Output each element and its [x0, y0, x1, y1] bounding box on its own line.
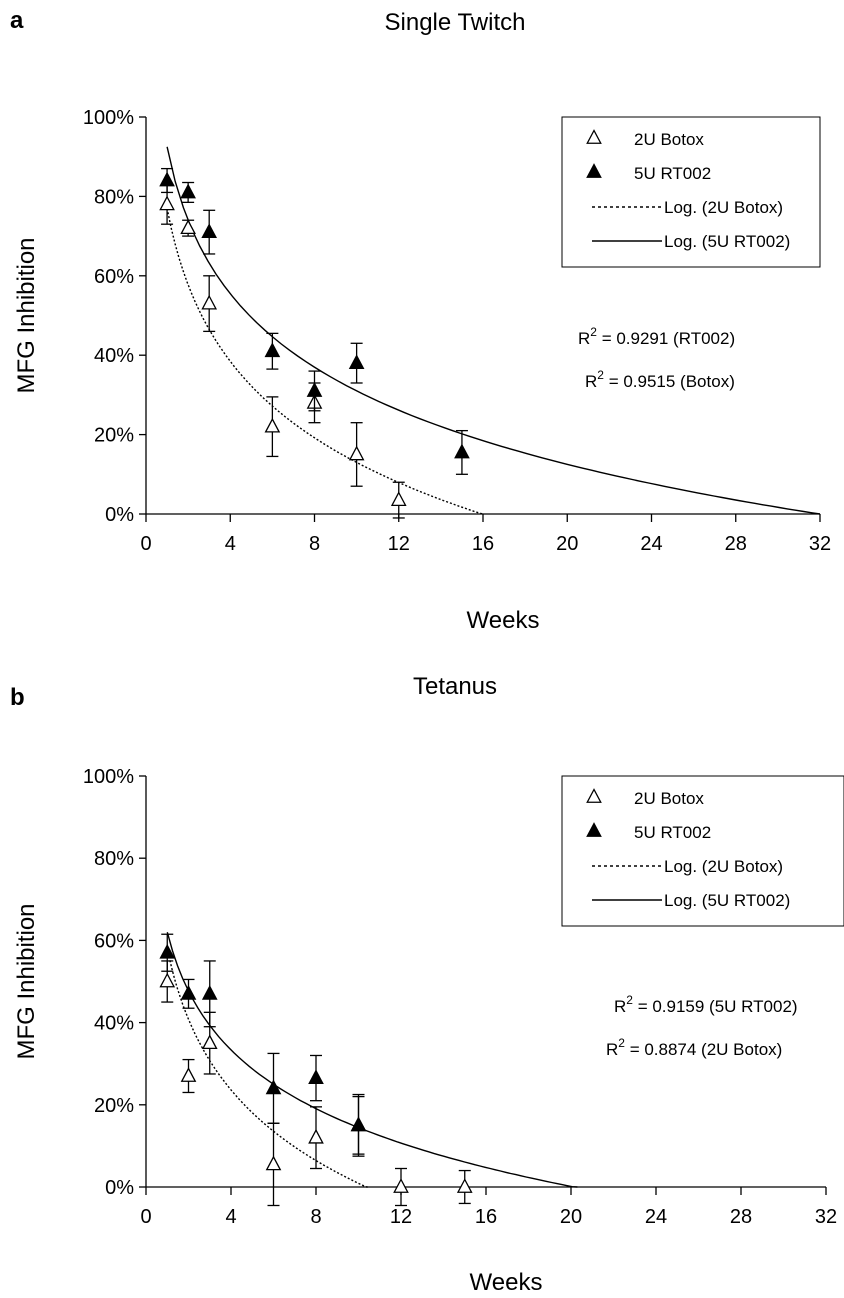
x-tick-label: 0 — [140, 533, 151, 555]
data-point-rt002 — [350, 1116, 367, 1132]
x-tick-label: 32 — [815, 1206, 837, 1228]
x-tick-label: 24 — [640, 533, 662, 555]
data-point-botox — [390, 491, 407, 507]
y-tick-label: 40% — [94, 1013, 134, 1035]
r-squared-annotation: R2 = 0.9291 (RT002) — [578, 325, 735, 348]
legend-label: 5U RT002 — [634, 164, 711, 183]
x-tick-label: 28 — [730, 1206, 752, 1228]
legend-marker-rt002 — [586, 163, 602, 178]
x-tick-label: 8 — [310, 1206, 321, 1228]
x-tick-label: 20 — [560, 1206, 582, 1228]
y-axis-label: MFG Inhibition — [13, 237, 40, 393]
r-squared-annotation: R2 = 0.9515 (Botox) — [585, 368, 735, 391]
legend-label: 2U Botox — [634, 130, 704, 149]
legend-marker-botox — [586, 129, 602, 144]
y-tick-label: 60% — [94, 266, 134, 288]
data-point-botox — [201, 1034, 218, 1050]
x-axis-label: Weeks — [470, 1269, 543, 1296]
data-point-botox — [159, 972, 176, 988]
r-squared-annotation: R2 = 0.9159 (5U RT002) — [614, 993, 798, 1016]
trendline-rt002 — [166, 932, 578, 1188]
data-point-rt002 — [265, 1079, 282, 1095]
x-tick-label: 20 — [556, 533, 578, 555]
data-point-botox — [180, 219, 196, 235]
x-tick-label: 24 — [645, 1206, 667, 1228]
data-point-rt002 — [201, 223, 218, 239]
y-tick-label: 20% — [94, 425, 134, 447]
y-tick-label: 0% — [105, 504, 134, 526]
chart-panel-b: b Tetanus 0 4 8 12 16 20 24 28 32 0% 20% 40% 60% 80% 100… — [10, 673, 844, 1296]
data-point-rt002 — [308, 1069, 324, 1084]
y-tick-label: 80% — [94, 186, 134, 208]
legend-box — [561, 116, 821, 268]
data-point-botox — [348, 445, 365, 461]
y-tick-label: 0% — [105, 1177, 134, 1199]
data-point-rt002 — [180, 984, 197, 1000]
data-point-botox — [456, 1178, 473, 1193]
y-tick-label: 40% — [94, 345, 134, 367]
x-axis-label: Weeks — [467, 607, 540, 634]
legend-label: 2U Botox — [634, 789, 704, 808]
y-tick-label: 100% — [83, 766, 134, 788]
y-tick-label: 20% — [94, 1095, 134, 1117]
x-tick-label: 4 — [225, 1206, 236, 1228]
chart-panel-a: a Single Twitch 0 4 8 12 16 20 24 28 32 0% 20% 40% 60%… — [10, 7, 831, 634]
data-point-rt002 — [159, 943, 176, 959]
chart-title: Tetanus — [413, 673, 497, 700]
y-tick-label: 80% — [94, 848, 134, 870]
x-tick-label: 0 — [140, 1206, 151, 1228]
data-point-rt002 — [454, 443, 470, 459]
data-point-rt002 — [306, 382, 323, 397]
data-point-rt002 — [159, 171, 175, 187]
y-tick-label: 100% — [83, 107, 134, 129]
legend-box — [561, 775, 844, 927]
x-tick-label: 12 — [390, 1206, 412, 1228]
x-tick-label: 12 — [388, 533, 410, 555]
x-tick-label: 16 — [472, 533, 494, 555]
data-point-botox — [264, 417, 281, 433]
panel-letter: a — [10, 7, 24, 34]
trendline-rt002 — [166, 146, 821, 515]
data-point-botox — [265, 1155, 282, 1171]
trendline-botox — [166, 208, 484, 515]
data-point-botox — [393, 1178, 409, 1193]
legend-marker-botox — [586, 788, 602, 803]
legend-label: Log. (2U Botox) — [664, 198, 783, 217]
data-point-rt002 — [201, 984, 218, 1000]
x-tick-label: 8 — [309, 533, 320, 555]
legend-marker-rt002 — [586, 822, 602, 837]
legend-label: 5U RT002 — [634, 823, 711, 842]
data-point-rt002 — [348, 354, 365, 370]
data-point-botox — [180, 1067, 197, 1082]
data-point-rt002 — [180, 183, 196, 199]
data-point-rt002 — [264, 342, 281, 358]
chart-title: Single Twitch — [385, 9, 526, 36]
x-tick-label: 32 — [809, 533, 831, 555]
data-point-botox — [308, 1128, 324, 1144]
trendline-botox — [166, 948, 370, 1188]
legend-label: Log. (5U RT002) — [664, 891, 790, 910]
legend-label: Log. (2U Botox) — [664, 857, 783, 876]
data-point-botox — [159, 195, 175, 211]
legend-label: Log. (5U RT002) — [664, 232, 790, 251]
y-axis-label: MFG Inhibition — [13, 903, 40, 1059]
y-tick-label: 60% — [94, 930, 134, 952]
x-tick-label: 28 — [725, 533, 747, 555]
data-point-botox — [201, 294, 218, 310]
r-squared-annotation: R2 = 0.8874 (2U Botox) — [606, 1036, 782, 1059]
x-tick-label: 16 — [475, 1206, 497, 1228]
x-tick-label: 4 — [225, 533, 236, 555]
panel-letter: b — [10, 684, 25, 711]
